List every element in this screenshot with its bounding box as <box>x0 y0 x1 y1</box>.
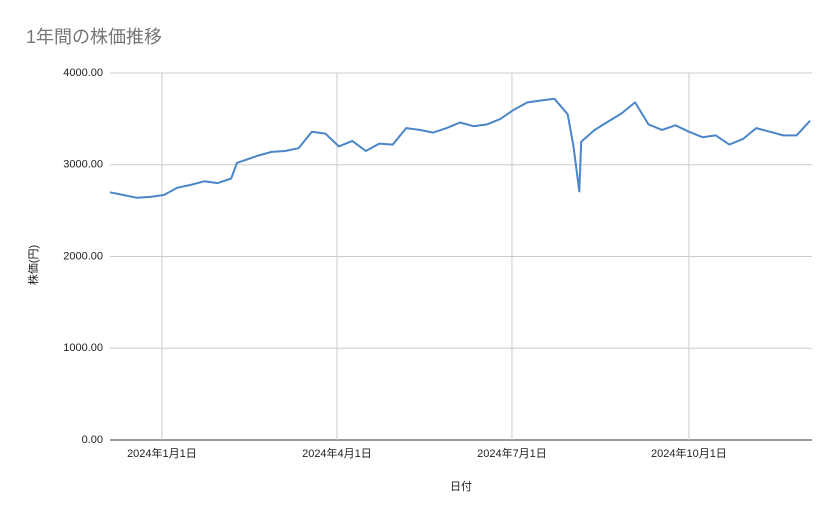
y-tick-label: 4000.00 <box>63 67 103 79</box>
x-axis-title: 日付 <box>450 480 472 493</box>
y-tick-label: 3000.00 <box>63 159 103 171</box>
chart-title: 1年間の株価推移 <box>26 27 162 47</box>
x-tick-label: 2024年4月1日 <box>302 446 372 460</box>
x-tick-label: 2024年7月1日 <box>477 446 547 460</box>
data-line <box>109 97 811 199</box>
x-tick-label: 2024年10月1日 <box>651 446 727 460</box>
x-tick-label: 2024年1月1日 <box>127 446 197 460</box>
y-tick-label: 0.00 <box>82 434 103 446</box>
y-tick-label: 1000.00 <box>63 342 103 354</box>
y-axis-title: 株価(円) <box>26 245 40 285</box>
y-tick-label: 2000.00 <box>63 250 103 262</box>
